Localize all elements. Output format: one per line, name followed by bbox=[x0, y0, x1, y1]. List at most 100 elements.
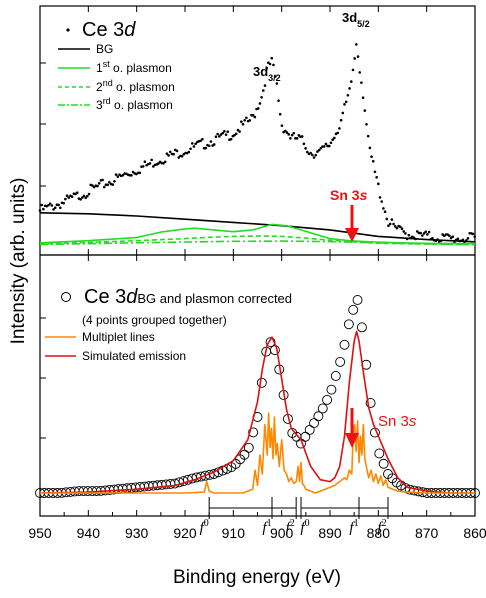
x-tick-label: 860 bbox=[463, 525, 486, 541]
data-point bbox=[223, 130, 226, 133]
data-point bbox=[92, 185, 96, 189]
data-point-circle bbox=[348, 304, 359, 315]
data-point bbox=[329, 141, 333, 145]
data-point bbox=[399, 225, 402, 229]
data-point bbox=[426, 233, 429, 236]
data-point bbox=[47, 203, 50, 207]
data-point bbox=[84, 196, 87, 200]
legend-marker-circles bbox=[61, 292, 71, 302]
top-sn3s-arrow-head bbox=[345, 228, 359, 242]
data-point-circle bbox=[378, 458, 389, 469]
legend-simulated-label: Simulated emission bbox=[82, 349, 186, 363]
data-point bbox=[448, 234, 451, 238]
data-point bbox=[427, 230, 431, 234]
data-point bbox=[388, 222, 392, 226]
data-point bbox=[238, 130, 241, 133]
data-point bbox=[157, 162, 160, 165]
data-point bbox=[322, 145, 326, 148]
data-point bbox=[363, 109, 367, 112]
top-sn3s-label: Sn 3s bbox=[330, 187, 368, 203]
data-point bbox=[65, 194, 69, 198]
data-point bbox=[59, 206, 62, 210]
x-tick-label: 890 bbox=[318, 525, 342, 541]
data-point bbox=[38, 209, 42, 212]
data-point bbox=[218, 135, 221, 138]
data-point-circle bbox=[239, 449, 250, 460]
data-point bbox=[358, 71, 362, 74]
data-point bbox=[316, 150, 319, 153]
data-point bbox=[349, 80, 353, 83]
data-point bbox=[365, 123, 368, 126]
data-point bbox=[339, 118, 343, 122]
data-point bbox=[130, 174, 133, 177]
data-point bbox=[201, 137, 204, 141]
bottom-sn3s-arrow-head bbox=[345, 433, 359, 448]
data-point bbox=[106, 183, 109, 187]
data-point bbox=[138, 171, 142, 175]
data-point bbox=[199, 139, 203, 143]
data-point bbox=[331, 138, 334, 142]
data-point bbox=[177, 156, 181, 159]
data-point bbox=[382, 207, 385, 210]
data-point bbox=[407, 233, 411, 237]
data-point-circle bbox=[356, 322, 367, 333]
data-point bbox=[260, 95, 263, 99]
data-point bbox=[366, 134, 370, 138]
data-point bbox=[360, 81, 363, 84]
x-tick-label: 930 bbox=[125, 525, 149, 541]
data-point bbox=[48, 202, 52, 205]
data-point bbox=[141, 165, 145, 168]
data-point bbox=[268, 62, 272, 66]
data-point bbox=[327, 144, 331, 148]
data-point bbox=[209, 140, 213, 143]
data-point bbox=[248, 119, 252, 122]
f-config-label: f0 bbox=[300, 518, 309, 536]
data-point-circle bbox=[365, 397, 376, 408]
data-point bbox=[392, 222, 395, 226]
data-point bbox=[97, 182, 101, 185]
data-point bbox=[189, 147, 192, 151]
f-config-label: f1 bbox=[349, 518, 358, 536]
data-point-circle bbox=[300, 431, 311, 442]
data-point bbox=[344, 100, 348, 104]
data-point bbox=[62, 201, 65, 205]
data-point bbox=[466, 237, 470, 240]
data-point bbox=[393, 225, 397, 228]
series-line-multiplet-lines bbox=[40, 412, 475, 494]
data-point bbox=[451, 235, 455, 238]
data-point bbox=[148, 162, 152, 165]
data-point bbox=[287, 133, 290, 136]
data-point bbox=[216, 132, 219, 136]
data-point-circle bbox=[313, 411, 324, 422]
data-point bbox=[371, 159, 375, 163]
bottom-panel-plot bbox=[35, 295, 480, 498]
top-legend: Ce 3d BG 1st o. plasmon 2nd o. plasmon 3… bbox=[58, 19, 175, 112]
data-point bbox=[378, 196, 382, 199]
data-point bbox=[75, 191, 79, 194]
data-point bbox=[289, 137, 292, 140]
data-point bbox=[87, 192, 91, 196]
data-point bbox=[80, 196, 84, 199]
data-point bbox=[175, 149, 179, 153]
data-point bbox=[121, 173, 125, 177]
data-point bbox=[373, 170, 377, 174]
data-point bbox=[163, 160, 167, 164]
data-point bbox=[234, 132, 238, 136]
data-point bbox=[431, 237, 434, 240]
data-point bbox=[262, 89, 265, 92]
data-point bbox=[263, 84, 267, 87]
data-point bbox=[52, 208, 55, 211]
data-point bbox=[241, 122, 245, 126]
data-point bbox=[387, 224, 390, 228]
data-point bbox=[361, 96, 365, 100]
data-point bbox=[280, 124, 284, 127]
data-point bbox=[64, 197, 67, 201]
data-point bbox=[207, 144, 211, 148]
data-point bbox=[402, 230, 406, 233]
data-point bbox=[221, 131, 224, 135]
data-point bbox=[240, 120, 243, 123]
data-point bbox=[226, 130, 230, 134]
data-point bbox=[190, 142, 194, 145]
data-point bbox=[111, 183, 115, 186]
data-point bbox=[383, 210, 387, 214]
